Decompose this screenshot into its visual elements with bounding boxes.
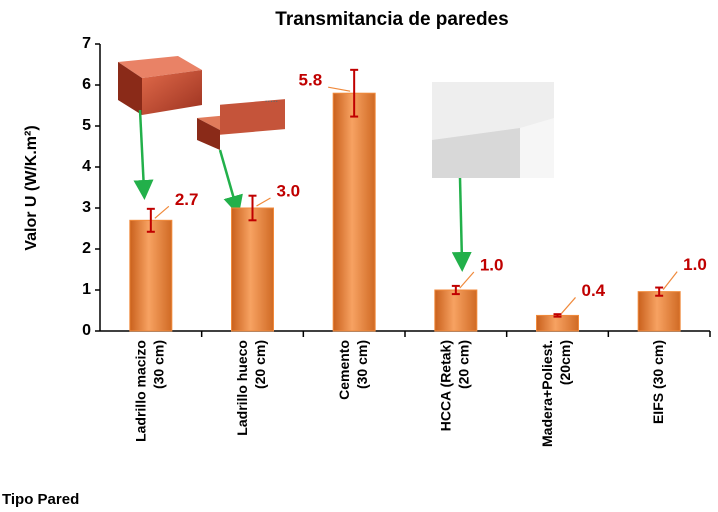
dimension-mark: ····· [265, 97, 278, 106]
value-label: 3.0 [277, 181, 301, 200]
bar [434, 289, 478, 332]
y-axis-label: Valor U (W/K.m²) [23, 125, 40, 250]
brick-solid-image [118, 56, 202, 115]
brick-hollow-image: ····· [197, 97, 285, 150]
leader-line [328, 86, 351, 92]
y-tick-label: 6 [82, 76, 91, 93]
aerated-block-image [432, 82, 554, 178]
y-tick-label: 3 [82, 199, 91, 216]
bar [536, 314, 579, 332]
x-tick-label: EIFS (30 cm) [650, 340, 666, 424]
x-tick-label: (30 cm) [354, 340, 370, 389]
x-tick-label: (20 cm) [252, 340, 268, 389]
arrow [451, 177, 472, 272]
leader-line [459, 271, 475, 289]
x-tick-label: Cemento [336, 340, 352, 400]
x-tick-label: HCCA (Retak) [438, 340, 454, 431]
x-tick-label: (20cm) [557, 340, 573, 385]
arrow [218, 149, 243, 216]
value-label: 5.8 [299, 71, 323, 90]
y-tick-label: 4 [82, 158, 91, 175]
x-tick-label: Madera+Poliest. [539, 340, 555, 447]
x-axis-label: Tipo Pared [2, 491, 79, 508]
y-tick-label: 0 [82, 322, 91, 339]
y-tick-label: 7 [82, 35, 91, 52]
bar [637, 291, 681, 332]
arrow [133, 109, 154, 200]
leader-line [256, 197, 271, 207]
y-tick-label: 2 [82, 240, 91, 257]
value-label: 0.4 [582, 281, 606, 300]
bar [231, 207, 274, 332]
value-label: 2.7 [175, 190, 199, 209]
x-tick-label: Ladrillo macizo [133, 340, 149, 442]
bar [332, 92, 376, 332]
value-label: 1.0 [683, 255, 707, 274]
x-tick-label: Ladrillo hueco [234, 340, 250, 436]
x-tick-label: (30 cm) [151, 340, 167, 389]
value-label: 1.0 [480, 255, 504, 274]
x-tick-label: (20 cm) [456, 340, 472, 389]
leader-line [662, 271, 678, 291]
leader-line [561, 297, 576, 314]
leader-line [154, 205, 170, 219]
bar [129, 219, 173, 332]
y-tick-label: 1 [82, 281, 91, 298]
y-tick-label: 5 [82, 117, 91, 134]
chart-title: Transmitancia de paredes [275, 9, 508, 30]
